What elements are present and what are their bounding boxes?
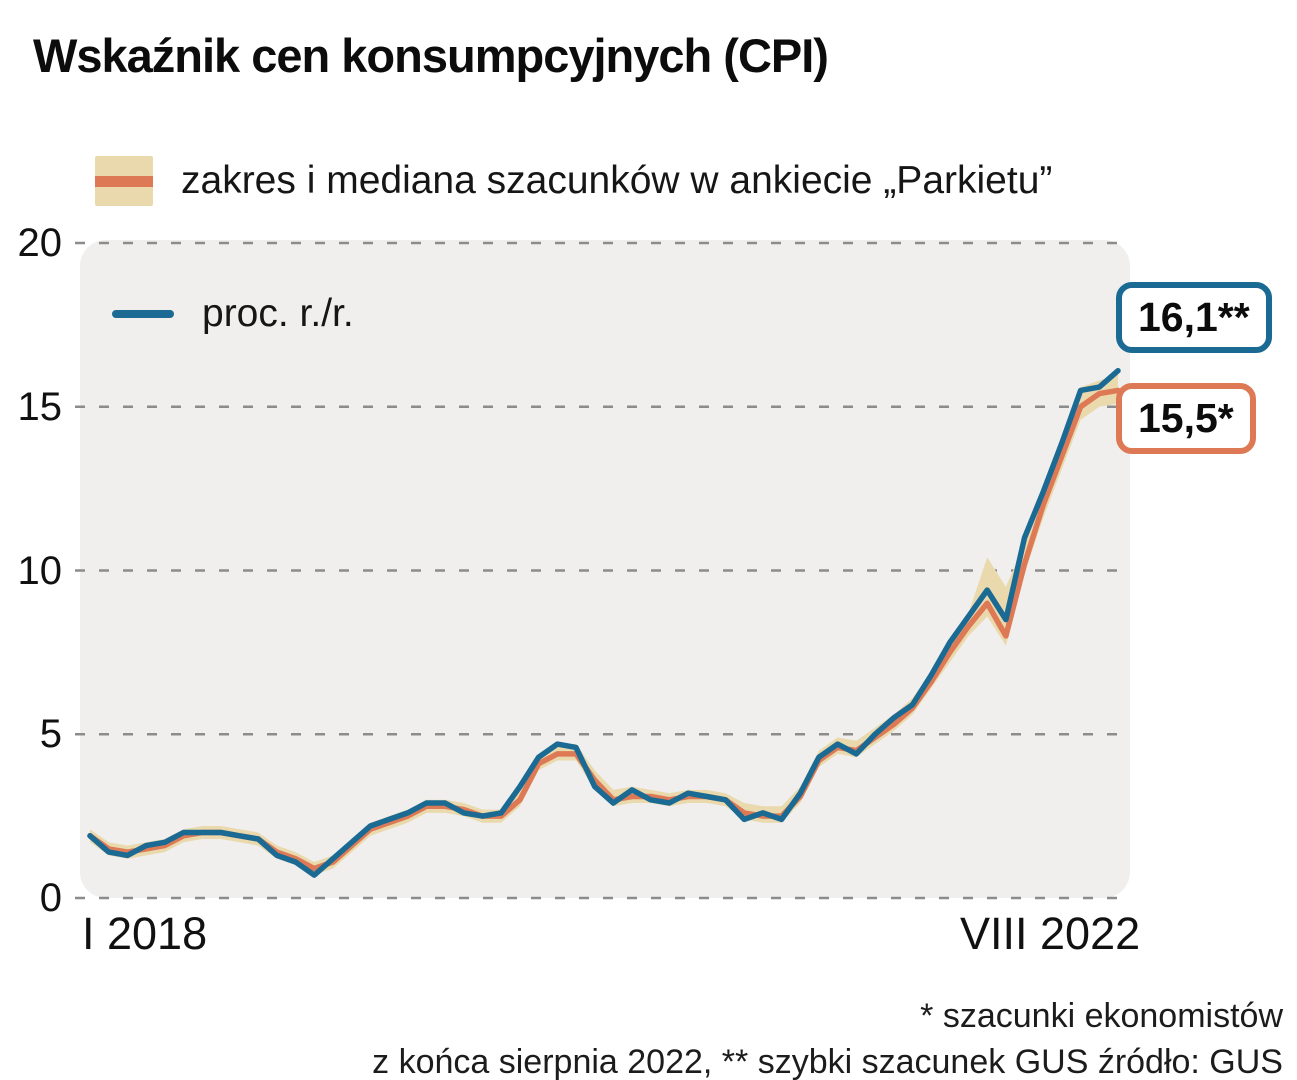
y-axis-tick-label: 5 (39, 712, 62, 757)
legend-band-label: zakres i mediana szacunków w ankiecie „P… (181, 159, 1053, 202)
x-axis-label-start: I 2018 (82, 908, 208, 959)
legend-band: zakres i mediana szacunków w ankiecie „P… (95, 156, 1052, 206)
legend-line-label: proc. r./r. (202, 292, 354, 335)
callout-latest-actual: 16,1** (1116, 282, 1272, 354)
y-axis-tick-label: 20 (17, 221, 63, 265)
chart-title: Wskaźnik cen konsumpcyjnych (CPI) (33, 29, 829, 82)
x-axis-label-end: VIII 2022 (960, 908, 1141, 959)
footnote-line-2: z końca sierpnia 2022, ** szybki szacune… (372, 1042, 1283, 1080)
cpi-line-swatch-icon (112, 310, 174, 318)
footnote: * szacunki ekonomistów z końca sierpnia … (240, 994, 1283, 1080)
y-axis-tick-label: 0 (39, 876, 62, 920)
footnote-line-1: * szacunki ekonomistów (920, 997, 1283, 1035)
plot-background (80, 240, 1130, 898)
y-axis-tick-label: 15 (17, 384, 63, 429)
median-line-swatch-icon (95, 176, 153, 187)
range-band-swatch-icon (95, 156, 153, 206)
legend-line: proc. r./r. (112, 292, 354, 336)
callout-latest-median: 15,5* (1116, 383, 1256, 455)
y-axis-tick-label: 10 (17, 548, 63, 593)
